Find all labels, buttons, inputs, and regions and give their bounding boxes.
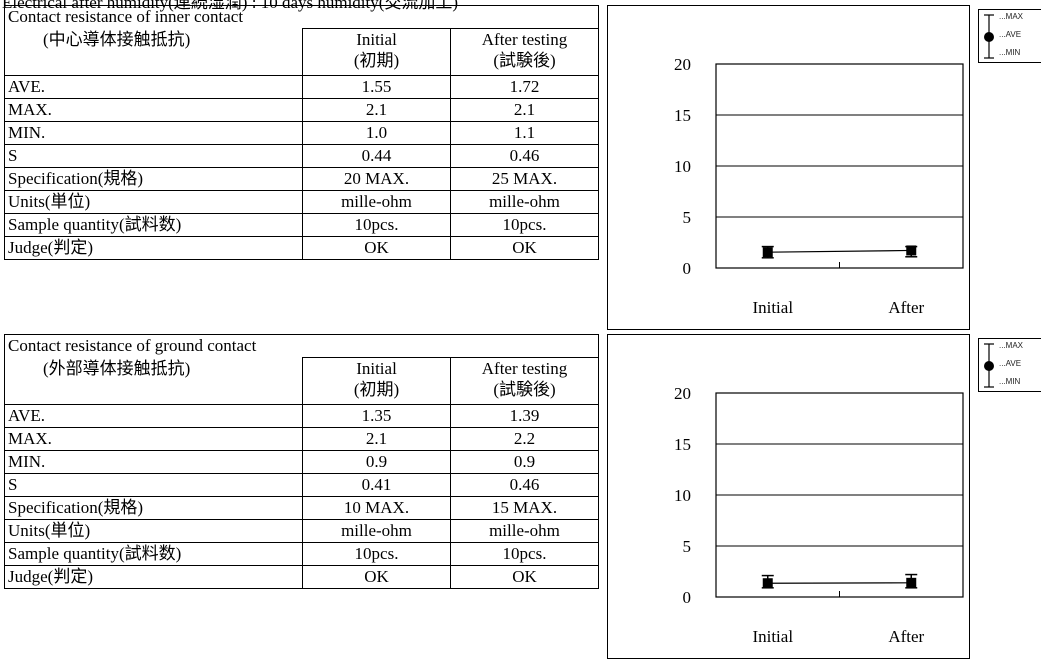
section-title: Contact resistance of inner contact	[5, 6, 599, 29]
y-tick-label: 10	[674, 157, 691, 176]
legend-errorbar-icon	[981, 11, 999, 63]
chart-ground-contact: 0 5 10 15 20 Initial After	[608, 335, 971, 660]
legend-min-label: ...MIN	[999, 377, 1020, 386]
section-title: Contact resistance of ground contact	[5, 335, 599, 358]
data-point-ave	[906, 245, 916, 255]
col-initial-header: Initial(初期)	[303, 29, 451, 76]
y-tick-label: 5	[683, 537, 692, 556]
col-initial-header: Initial(初期)	[303, 358, 451, 405]
ground-contact-table: Contact resistance of ground contact (外部…	[4, 334, 599, 589]
table-row: Specification(規格)10 MAX.15 MAX.	[5, 497, 599, 520]
chart-inner-contact: 0 5 10 15 20 Initial After	[608, 6, 971, 331]
section-title-jp: (中心導体接触抵抗)	[5, 29, 303, 76]
x-tick-label: Initial	[752, 298, 793, 317]
section-title-jp: (外部導体接触抵抗)	[5, 358, 303, 405]
table-row: Specification(規格)20 MAX.25 MAX.	[5, 168, 599, 191]
y-tick-label: 20	[674, 384, 691, 403]
chart-legend: ...MAX ...AVE ...MIN	[978, 9, 1041, 63]
data-point-ave	[763, 578, 773, 588]
chart-frame: 0 5 10 15 20 Initial After	[607, 334, 970, 659]
data-point-ave	[763, 247, 773, 257]
col-after-header: After testing(試験後)	[451, 358, 599, 405]
col-after-header: After testing(試験後)	[451, 29, 599, 76]
y-tick-label: 5	[683, 208, 692, 227]
inner-contact-table: Contact resistance of inner contact (中心導…	[4, 5, 599, 260]
legend-errorbar-icon	[981, 340, 999, 392]
x-tick-label: Initial	[752, 627, 793, 646]
x-tick-label: After	[888, 627, 924, 646]
table-row: Sample quantity(試料数)10pcs.10pcs.	[5, 543, 599, 566]
legend-min-label: ...MIN	[999, 48, 1020, 57]
y-tick-label: 15	[674, 435, 691, 454]
chart-legend: ...MAX ...AVE ...MIN	[978, 338, 1041, 392]
y-tick-label: 0	[683, 588, 692, 607]
x-tick-label: After	[888, 298, 924, 317]
table-row: Sample quantity(試料数)10pcs.10pcs.	[5, 214, 599, 237]
y-tick-label: 20	[674, 55, 691, 74]
y-tick-label: 10	[674, 486, 691, 505]
legend-max-label: ...MAX	[999, 341, 1023, 350]
legend-max-label: ...MAX	[999, 12, 1023, 21]
chart-frame: 0 5 10 15 20 Initial After	[607, 5, 970, 330]
data-point-ave	[906, 578, 916, 588]
y-tick-label: 0	[683, 259, 692, 278]
legend-ave-label: ...AVE	[999, 30, 1021, 39]
legend-ave-label: ...AVE	[999, 359, 1021, 368]
series-line-ave	[768, 250, 912, 252]
y-tick-label: 15	[674, 106, 691, 125]
